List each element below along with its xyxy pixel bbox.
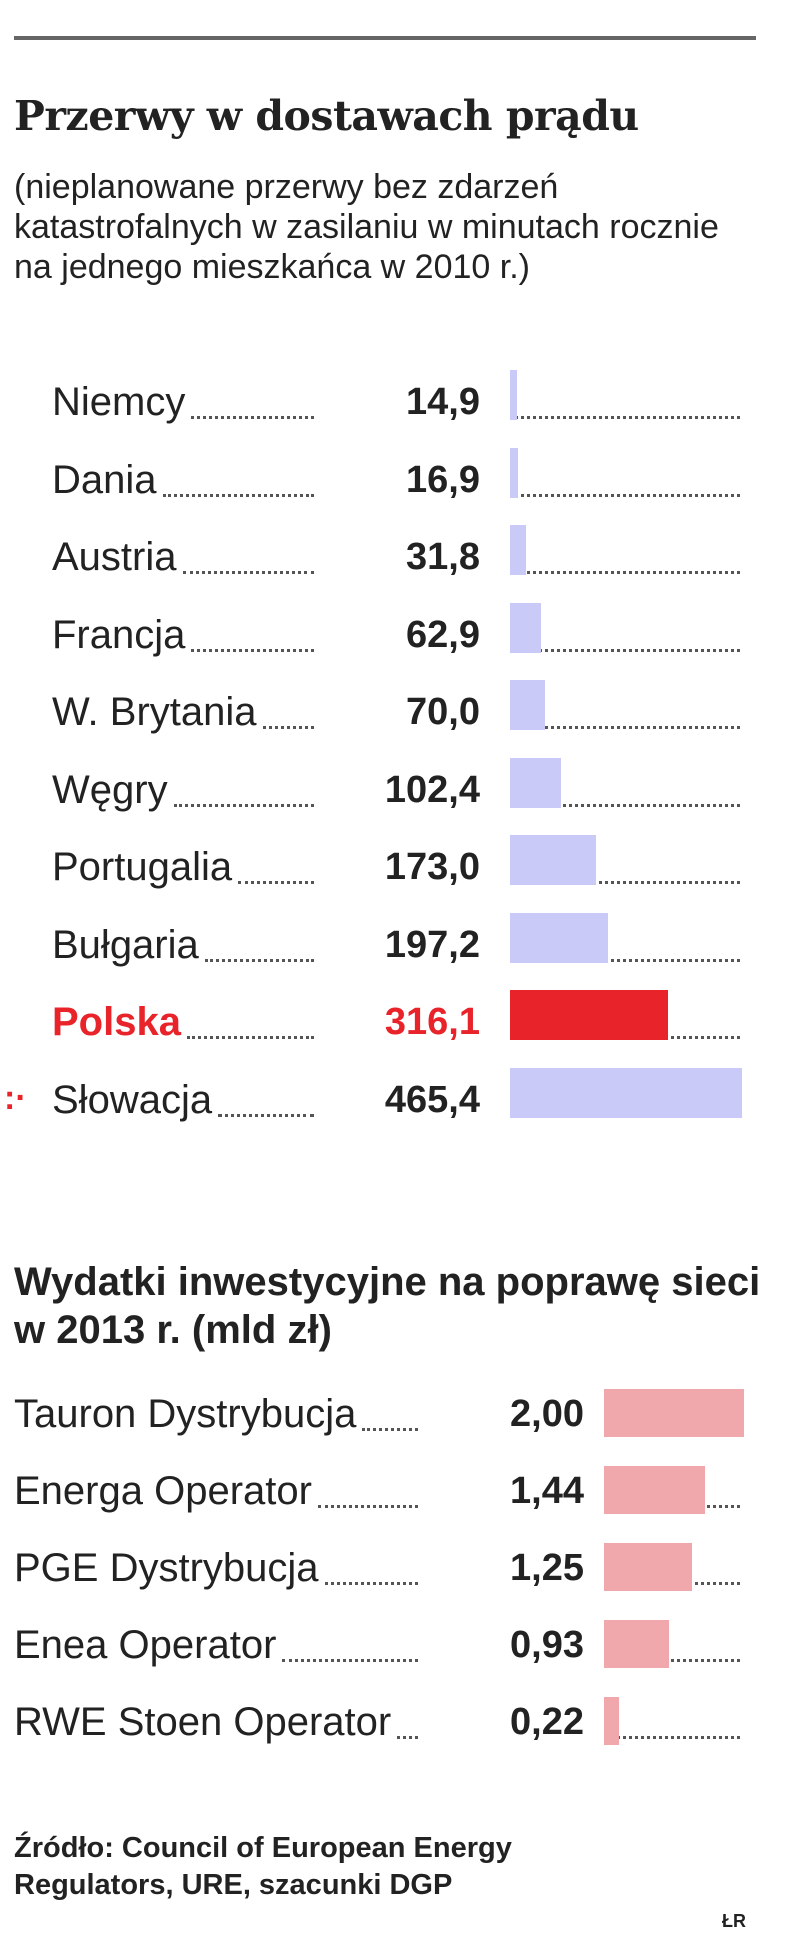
- leader-dots: [162, 493, 314, 497]
- leader-dots: [510, 881, 740, 884]
- row-marker: :·: [4, 1078, 27, 1117]
- category-label: Dania: [52, 457, 157, 502]
- leader-dots: [510, 958, 740, 962]
- leader-dots: [218, 1113, 314, 1117]
- category-label: Austria: [52, 535, 177, 579]
- source-note: Źródło: Council of European Energy Regul…: [14, 1832, 512, 1901]
- bar: [604, 1543, 692, 1591]
- bar: [510, 990, 668, 1040]
- leader-dots: [510, 416, 740, 419]
- category-label: Słowacja: [52, 1077, 213, 1122]
- category-label: Portugalia: [52, 845, 233, 889]
- bar: [604, 1466, 705, 1514]
- category-label: PGE Dystrybucja: [14, 1546, 319, 1590]
- value-label: 465,4: [384, 1078, 480, 1121]
- leader-dots: [510, 726, 740, 729]
- bar: [510, 602, 542, 653]
- value-label: 0,93: [510, 1624, 584, 1666]
- leader-dots: [604, 1659, 740, 1662]
- investment-chart-title: Wydatki inwestycyjne na poprawę sieci w …: [14, 1260, 761, 1352]
- author-credit: ŁR: [722, 1911, 746, 1931]
- leader-dots: [510, 803, 740, 807]
- bar: [604, 1697, 620, 1745]
- value-label: 1,25: [510, 1547, 584, 1589]
- category-label: Bułgaria: [52, 922, 199, 967]
- bar: [510, 835, 597, 885]
- value-label: 2,00: [510, 1393, 584, 1435]
- chart-title: Przerwy w dostawach prądu: [14, 92, 639, 140]
- leader-dots: [186, 1036, 314, 1039]
- leader-dots: [397, 1736, 418, 1739]
- leader-dots: [510, 571, 740, 574]
- category-label: Francja: [52, 612, 186, 657]
- bar: [510, 447, 519, 498]
- value-label: 0,22: [510, 1701, 584, 1743]
- leader-dots: [238, 881, 314, 884]
- bar: [510, 680, 545, 730]
- category-label: Tauron Dystrybucja: [14, 1392, 357, 1436]
- leader-dots: [191, 416, 314, 419]
- leader-dots: [182, 571, 314, 574]
- bar: [510, 912, 609, 963]
- leader-dots: [604, 1736, 740, 1739]
- value-label: 70,0: [406, 691, 480, 733]
- value-label: 1,44: [510, 1470, 584, 1512]
- bar: [604, 1389, 744, 1437]
- leader-dots: [510, 493, 740, 497]
- category-label: Polska: [52, 1000, 181, 1044]
- leader-dots: [510, 648, 740, 652]
- category-label: RWE Stoen Operator: [14, 1700, 392, 1744]
- value-label: 102,4: [384, 768, 480, 811]
- leader-dots: [173, 803, 314, 807]
- category-label: Enea Operator: [14, 1623, 277, 1667]
- value-label: 316,1: [384, 1001, 480, 1043]
- value-label: 62,9: [406, 613, 480, 656]
- bar: [510, 525, 526, 575]
- category-label: Niemcy: [52, 380, 186, 424]
- bar: [510, 757, 562, 808]
- chart-subtitle: (nieplanowane przerwy bez zdarzeń katast…: [14, 168, 719, 286]
- leader-dots: [317, 1505, 418, 1508]
- leader-dots: [191, 648, 314, 652]
- value-label: 173,0: [384, 846, 480, 888]
- leader-dots: [204, 958, 314, 962]
- bar: [510, 1067, 742, 1118]
- value-label: 31,8: [406, 536, 480, 578]
- outage-bar-chart: Niemcy 14,9 Dania 16,9 Austria 31,8 Francja 62,…: [0, 370, 805, 1138]
- category-label: Węgry: [52, 767, 168, 812]
- bar: [604, 1620, 670, 1668]
- value-label: 14,9: [406, 381, 480, 423]
- investment-bar-chart: Tauron Dystrybucja 2,00 Energa Operator 1,4…: [0, 1389, 805, 1790]
- leader-dots: [362, 1428, 418, 1431]
- top-rule: [14, 36, 756, 40]
- value-label: 16,9: [406, 458, 480, 501]
- leader-dots: [324, 1582, 418, 1585]
- value-label: 197,2: [384, 923, 480, 966]
- category-label: Energa Operator: [14, 1469, 312, 1513]
- bar: [510, 370, 518, 420]
- leader-dots: [262, 726, 314, 729]
- leader-dots: [282, 1659, 418, 1662]
- category-label: W. Brytania: [52, 690, 257, 734]
